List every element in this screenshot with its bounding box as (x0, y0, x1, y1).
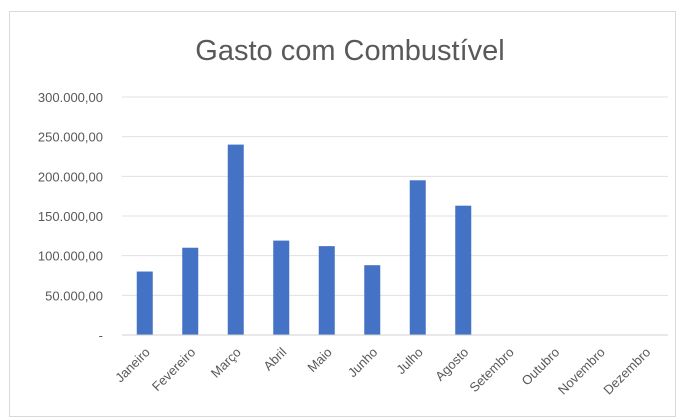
x-tick-label: Janeiro (112, 345, 153, 386)
x-tick-label: Julho (393, 345, 426, 378)
x-tick-label: Novembro (555, 345, 608, 398)
bar-fevereiro (182, 247, 199, 335)
x-tick-label: Fevereiro (149, 345, 198, 394)
y-tick-label: 200.000,00 (38, 169, 103, 184)
bar-março (227, 144, 244, 335)
y-tick-label: - (99, 328, 103, 343)
x-tick-label: Dezembro (600, 345, 653, 398)
chart-frame (9, 11, 676, 417)
y-tick-label: 250.000,00 (38, 130, 103, 145)
bar-maio (318, 246, 335, 335)
x-tick-label: Maio (304, 345, 335, 376)
gridlines (122, 96, 668, 296)
x-tick-label: Outubro (519, 345, 563, 389)
x-tick-label: Agosto (432, 345, 471, 384)
y-tick-label: 100.000,00 (38, 249, 103, 264)
y-tick-label: 300.000,00 (38, 90, 103, 105)
bars (136, 144, 472, 335)
y-axis-tick-labels: - 50.000,00 100.000,00 150.000,00 200.000,00… (38, 90, 103, 343)
y-tick-label: 150.000,00 (38, 209, 103, 224)
bar-abril (273, 240, 290, 335)
bar-julho (409, 180, 426, 335)
bar-junho (364, 265, 381, 335)
x-tick-label: Setembro (466, 345, 516, 395)
y-tick-label: 50.000,00 (45, 288, 103, 303)
x-tick-label: Abril (260, 344, 289, 373)
bar-janeiro (136, 271, 153, 335)
chart-title: Gasto com Combustível (195, 35, 504, 67)
bar-agosto (455, 205, 472, 335)
x-tick-label: Março (208, 345, 244, 381)
x-tick-label: Junho (345, 345, 381, 381)
